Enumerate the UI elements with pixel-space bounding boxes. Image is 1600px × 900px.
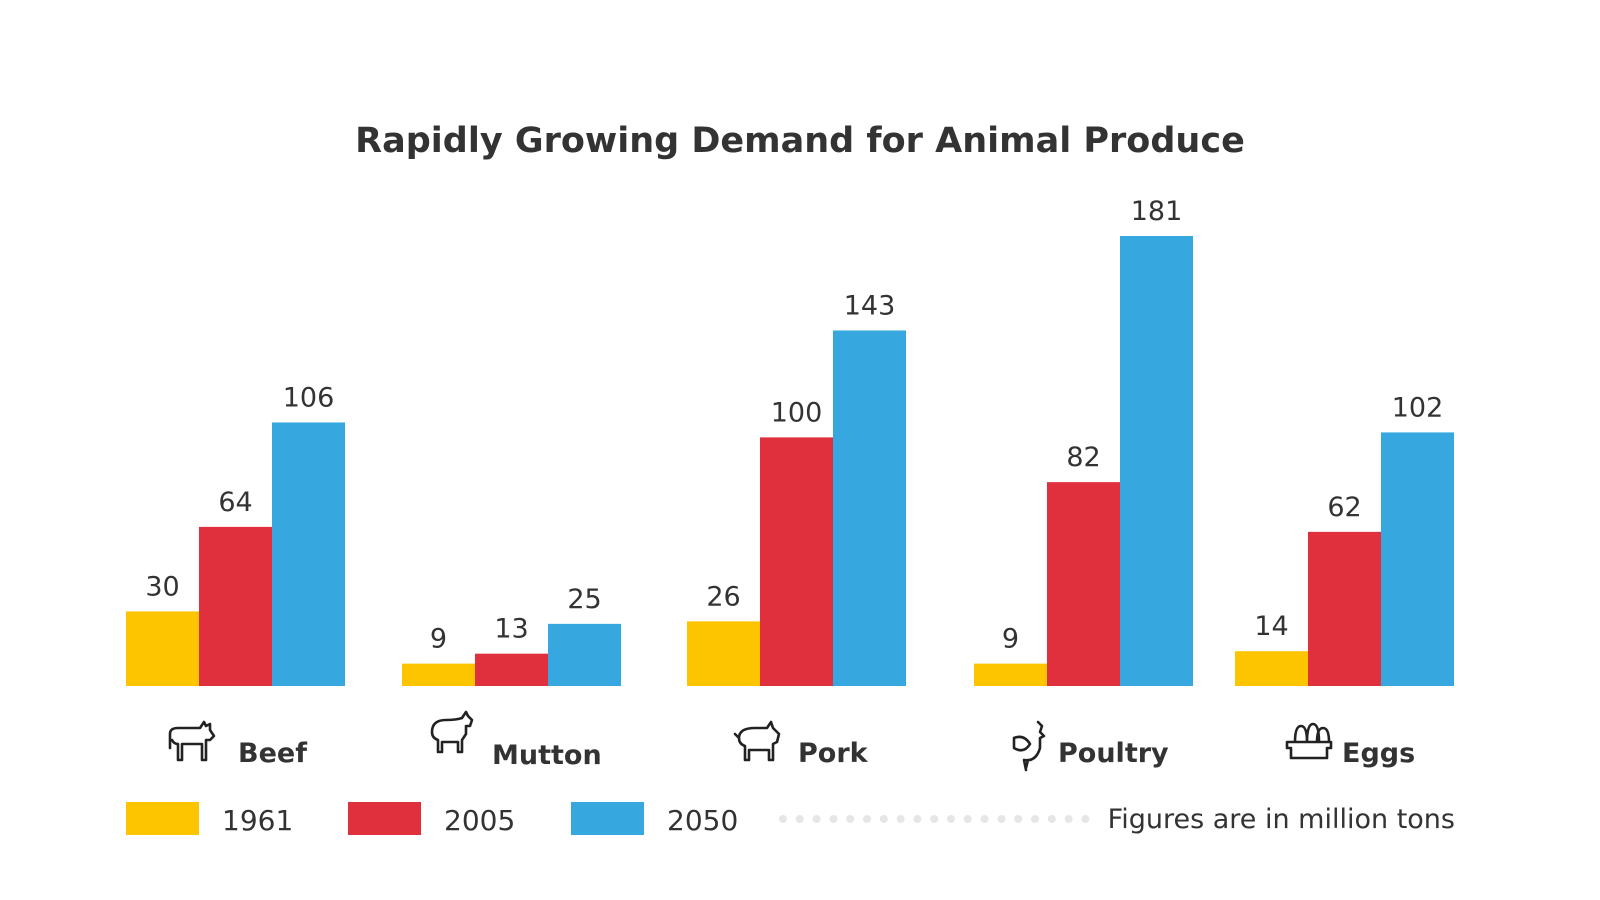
value-label: 9 (430, 624, 447, 655)
legend-swatch-2005 (348, 802, 421, 835)
value-label: 181 (1131, 196, 1183, 227)
value-label: 9 (1002, 624, 1019, 655)
separator-dot (1064, 815, 1073, 823)
value-label: 82 (1066, 442, 1100, 473)
separator-dot (829, 815, 838, 823)
bar-beef-2050 (272, 422, 345, 686)
separator-dot (879, 815, 888, 823)
cow-icon (168, 720, 216, 762)
legend-label-2005: 2005 (444, 804, 515, 837)
legend: 1961 2005 2050 (126, 802, 738, 837)
bar-poultry-2050 (1120, 236, 1193, 686)
chicken-icon (1012, 720, 1046, 772)
separator-dot (1081, 815, 1090, 823)
value-label: 26 (706, 581, 740, 612)
legend-label-2050: 2050 (667, 804, 738, 837)
bar-eggs-2050 (1381, 432, 1454, 686)
separator-dot (896, 815, 905, 823)
value-label: 143 (844, 290, 896, 321)
value-label: 62 (1327, 492, 1361, 523)
category-label-mutton: Mutton (492, 740, 602, 771)
category-label-eggs: Eggs (1342, 738, 1415, 769)
bar-mutton-2005 (475, 653, 548, 686)
separator-dot (963, 815, 972, 823)
bar-poultry-2005 (1047, 482, 1120, 686)
sheep-icon (430, 710, 474, 754)
separator-dot (1031, 815, 1039, 823)
chart-title: Rapidly Growing Demand for Animal Produc… (355, 121, 1245, 161)
pig-icon (733, 720, 781, 762)
value-label: 64 (218, 487, 252, 518)
separator-dot (980, 815, 989, 823)
separator-dot (1014, 815, 1023, 823)
separator-dot (779, 815, 787, 823)
legend-swatch-2050 (571, 802, 644, 835)
bar-pork-2050 (833, 330, 906, 686)
value-label: 30 (145, 571, 179, 602)
bar-pork-1961 (687, 621, 760, 686)
bar-eggs-1961 (1235, 651, 1308, 686)
legend-label-1961: 1961 (222, 804, 293, 837)
value-label: 25 (567, 584, 601, 615)
separator-dot (913, 815, 922, 823)
bar-pork-2005 (760, 437, 833, 686)
value-label: 102 (1392, 392, 1444, 423)
value-label: 14 (1254, 611, 1288, 642)
separator-dot (947, 815, 955, 823)
value-label: 100 (771, 397, 823, 428)
separator-dot (997, 815, 1006, 823)
legend-swatch-1961 (126, 802, 199, 835)
bar-mutton-2050 (548, 623, 621, 686)
category-label-poultry: Poultry (1058, 738, 1169, 769)
egg-carton-icon (1285, 722, 1333, 760)
bar-poultry-1961 (974, 663, 1047, 686)
separator-dot (863, 815, 871, 823)
category-label-pork: Pork (798, 738, 869, 769)
bar-mutton-1961 (402, 663, 475, 686)
separator-dot (1047, 815, 1056, 823)
separator-dot (795, 815, 804, 823)
value-label: 13 (494, 614, 528, 645)
bar-beef-2005 (199, 526, 272, 686)
category-label-beef: Beef (238, 738, 307, 769)
bar-eggs-2005 (1308, 531, 1381, 686)
dotted-separator (779, 815, 1090, 823)
bar-beef-1961 (126, 611, 199, 686)
separator-dot (846, 815, 855, 823)
value-label: 106 (283, 382, 335, 413)
separator-dot (812, 815, 821, 823)
separator-dot (930, 815, 939, 823)
units-note: Figures are in million tons (1108, 804, 1455, 835)
category-labels: Beef Mutton Pork Poultry Eggs (168, 710, 1415, 772)
bars-layer: 30 64 106 9 13 25 26 100 143 9 82 181 14 62 102 (126, 196, 1454, 686)
